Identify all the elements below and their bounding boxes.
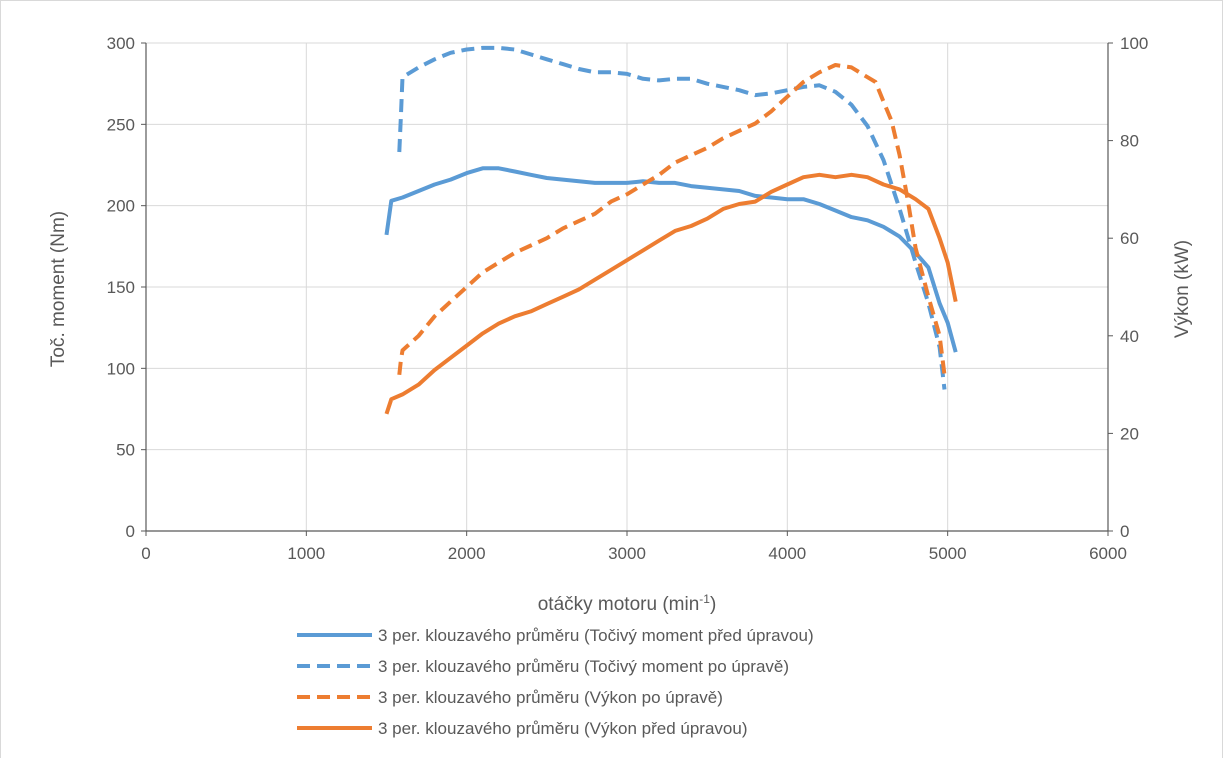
y-right-tick-label: 80 [1120, 132, 1139, 151]
x-tick-label: 1000 [287, 544, 325, 563]
y-left-tick-label: 300 [107, 34, 135, 53]
x-tick-label: 3000 [608, 544, 646, 563]
y-left-tick-label: 50 [116, 441, 135, 460]
legend-label-1: 3 per. klouzavého průměru (Točivý moment… [378, 626, 814, 645]
tick-labels: 0 1000 2000 3000 4000 5000 6000050100150200250… [107, 34, 1149, 563]
x-tick-label: 0 [141, 544, 150, 563]
x-axis-title-main: otáčky motoru (min [538, 594, 700, 615]
y-left-tick-label: 0 [126, 522, 135, 541]
x-axis-title-tail: ) [710, 594, 716, 615]
y-right-tick-label: 0 [1120, 522, 1129, 541]
x-tick-label: 5000 [929, 544, 967, 563]
legend-label-3: 3 per. klouzavého průměru (Výkon po úpra… [378, 688, 723, 707]
legend-label-4: 3 per. klouzavého průměru (Výkon před úp… [378, 719, 747, 738]
x-axis-title-sup: -1 [699, 592, 710, 606]
y-left-tick-label: 250 [107, 115, 135, 134]
y-axis-left-title: Toč. moment (Nm) [48, 211, 69, 367]
y-right-tick-label: 100 [1120, 34, 1148, 53]
x-axis-title: otáčky motoru (min-1) [538, 592, 717, 615]
series-line-1 [384, 166, 958, 353]
y-axis-right-title: Výkon (kW) [1172, 240, 1193, 338]
gridlines [146, 42, 1109, 531]
y-right-tick-label: 20 [1120, 424, 1139, 443]
y-left-tick-label: 200 [107, 197, 135, 216]
series-lines [384, 45, 958, 415]
x-tick-label: 2000 [448, 544, 486, 563]
series-line-4 [384, 172, 958, 415]
legend: 3 per. klouzavého průměru (Točivý moment… [297, 626, 814, 738]
y-left-tick-label: 150 [107, 278, 135, 297]
axes [141, 42, 1113, 536]
y-right-tick-label: 60 [1120, 229, 1139, 248]
series-line-3 [397, 63, 947, 376]
x-tick-label: 4000 [768, 544, 806, 563]
x-tick-label: 6000 [1089, 544, 1127, 563]
series-line-2 [397, 45, 947, 390]
y-left-tick-label: 100 [107, 359, 135, 378]
legend-label-2: 3 per. klouzavého průměru (Točivý moment… [378, 657, 789, 676]
y-right-tick-label: 40 [1120, 327, 1139, 346]
